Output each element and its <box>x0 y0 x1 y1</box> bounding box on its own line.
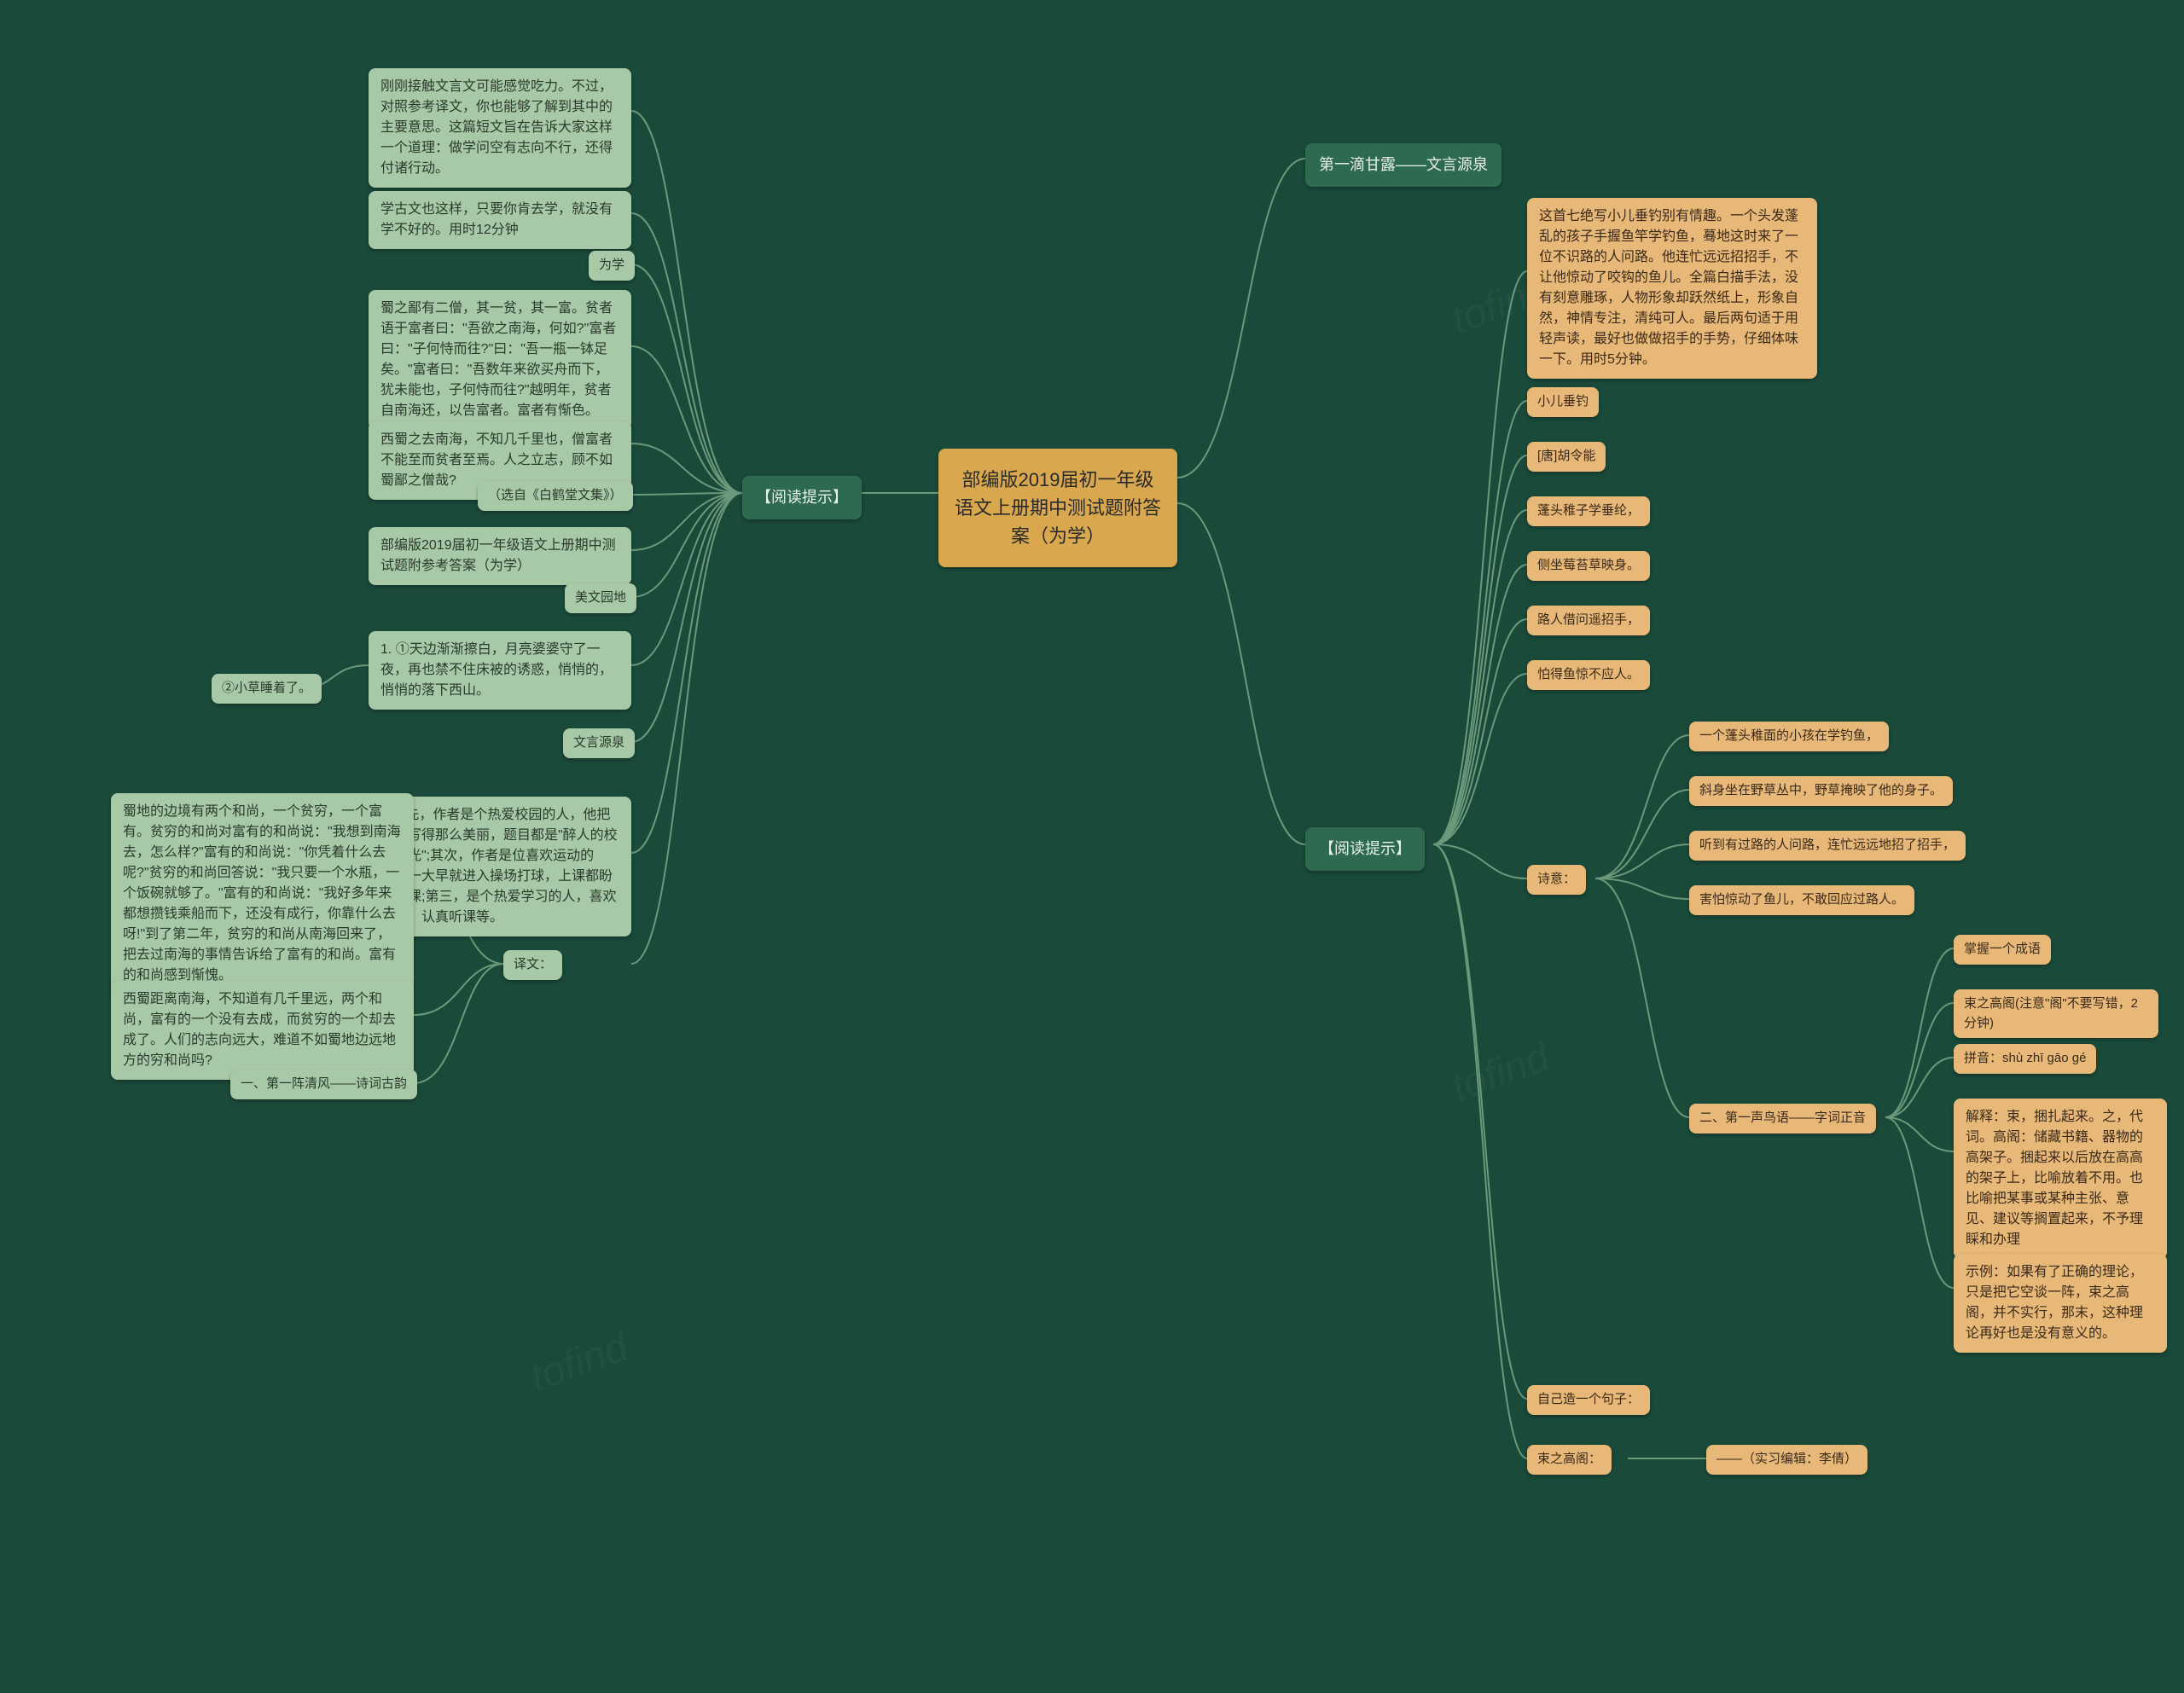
left-n8-text: 美文园地 <box>575 590 626 605</box>
left-yw[interactable]: 译文： <box>503 950 562 980</box>
right-z7[interactable]: 束之高阁： <box>1527 1445 1612 1475</box>
left-n6[interactable]: （选自《白鹤堂文集》） <box>478 481 633 511</box>
right-s3-text: 听到有过路的人问路，连忙远远地招了招手， <box>1699 838 1955 852</box>
left-n9-text: 1. ①天边渐渐擦白，月亮婆婆守了一夜，再也禁不住床被的诱惑，悄悄的，悄悄的落下… <box>380 642 613 698</box>
right-branch-text: 【阅读提示】 <box>1319 840 1411 857</box>
watermark: tofind <box>524 1324 634 1402</box>
right-z3-text: 拼音：shù zhī gāo gé <box>1964 1051 2086 1065</box>
left-yw2[interactable]: 西蜀距离南海，不知道有几千里远，两个和尚，富有的一个没有去成，而贫穷的一个却去成… <box>111 981 414 1080</box>
right-z3[interactable]: 拼音：shù zhī gāo gé <box>1954 1044 2096 1074</box>
right-z1-text: 掌握一个成语 <box>1964 942 2041 956</box>
right-s1-text: 一个蓬头稚面的小孩在学钓鱼， <box>1699 728 1879 743</box>
right-s4[interactable]: 害怕惊动了鱼儿，不敢回应过路人。 <box>1689 885 1914 915</box>
left-yw1[interactable]: 蜀地的边境有两个和尚，一个贫穷，一个富有。贫穷的和尚对富有的和尚说："我想到南海… <box>111 793 414 994</box>
right-z5-text: 示例：如果有了正确的理论，只是把它空谈一阵，束之高阁，并不实行，那末，这种理论再… <box>1966 1265 2143 1341</box>
right-r5[interactable]: 侧坐莓苔草映身。 <box>1527 551 1650 581</box>
right-ziyin[interactable]: 二、第一声鸟语——字词正音 <box>1689 1104 1876 1133</box>
left-n7[interactable]: 部编版2019届初一年级语文上册期中测试题附参考答案（为学） <box>369 527 631 585</box>
left-yw3-text: 一、第一阵清风——诗词古韵 <box>241 1076 407 1091</box>
left-n8[interactable]: 美文园地 <box>565 583 636 613</box>
right-z1[interactable]: 掌握一个成语 <box>1954 935 2051 965</box>
right-r7-text: 怕得鱼惊不应人。 <box>1537 667 1640 681</box>
left-n1[interactable]: 刚刚接触文言文可能感觉吃力。不过，对照参考译文，你也能够了解到其中的主要意思。这… <box>369 68 631 188</box>
right-z4-text: 解释：束，捆扎起来。之，代词。高阁：储藏书籍、器物的高架子。捆起来以后放在高高的… <box>1966 1110 2143 1247</box>
right-r6[interactable]: 路人借问遥招手， <box>1527 606 1650 635</box>
right-s3[interactable]: 听到有过路的人问路，连忙远远地招了招手， <box>1689 831 1966 861</box>
right-z2[interactable]: 束之高阁(注意"阁"不要写错，2分钟) <box>1954 989 2158 1038</box>
left-branch-label: 【阅读提示】 <box>756 489 848 506</box>
left-yw-text: 译文： <box>514 957 552 971</box>
left-n2[interactable]: 学古文也这样，只要你肯去学，就没有学不好的。用时12分钟 <box>369 191 631 249</box>
right-z5[interactable]: 示例：如果有了正确的理论，只是把它空谈一阵，束之高阁，并不实行，那末，这种理论再… <box>1954 1254 2167 1353</box>
left-n9[interactable]: 1. ①天边渐渐擦白，月亮婆婆守了一夜，再也禁不住床被的诱惑，悄悄的，悄悄的落下… <box>369 631 631 710</box>
right-r2-text: 小儿垂钓 <box>1537 394 1589 409</box>
right-r3[interactable]: [唐]胡令能 <box>1527 442 1606 472</box>
left-yw2-text: 西蜀距离南海，不知道有几千里远，两个和尚，富有的一个没有去成，而贫穷的一个却去成… <box>123 992 396 1068</box>
right-s1[interactable]: 一个蓬头稚面的小孩在学钓鱼， <box>1689 722 1889 751</box>
right-ziyin-text: 二、第一声鸟语——字词正音 <box>1699 1110 1866 1125</box>
left-yw3[interactable]: 一、第一阵清风——诗词古韵 <box>230 1070 417 1099</box>
right-r5-text: 侧坐莓苔草映身。 <box>1537 558 1640 572</box>
right-z6[interactable]: 自己造一个句子： <box>1527 1385 1650 1415</box>
root-node[interactable]: 部编版2019届初一年级语文上册期中测试题附答案（为学） <box>938 449 1177 567</box>
right-z8-text: ——（实习编辑：李倩） <box>1716 1452 1857 1466</box>
left-n3-text: 为学 <box>599 258 624 272</box>
left-n2-text: 学古文也这样，只要你肯去学，就没有学不好的。用时12分钟 <box>380 202 613 237</box>
left-yw1-text: 蜀地的边境有两个和尚，一个贫穷，一个富有。贫穷的和尚对富有的和尚说："我想到南海… <box>123 804 401 983</box>
left-n1-text: 刚刚接触文言文可能感觉吃力。不过，对照参考译文，你也能够了解到其中的主要意思。这… <box>380 79 613 176</box>
left-n4-text: 蜀之鄙有二僧，其一贫，其一富。贫者语于富者曰："吾欲之南海，何如?"富者曰："子… <box>380 301 616 418</box>
right-r7[interactable]: 怕得鱼惊不应人。 <box>1527 660 1650 690</box>
left-n10[interactable]: 文言源泉 <box>563 728 635 758</box>
left-n9b[interactable]: ②小草睡着了。 <box>212 674 322 704</box>
right-shiyi[interactable]: 诗意： <box>1527 865 1586 895</box>
left-n7-text: 部编版2019届初一年级语文上册期中测试题附参考答案（为学） <box>380 538 616 573</box>
left-n10-text: 文言源泉 <box>573 735 624 750</box>
right-z6-text: 自己造一个句子： <box>1537 1392 1640 1406</box>
right-r1[interactable]: 这首七绝写小儿垂钓别有情趣。一个头发蓬乱的孩子手握鱼竿学钓鱼，蓦地这时来了一位不… <box>1527 198 1817 379</box>
left-n9b-text: ②小草睡着了。 <box>222 681 311 695</box>
right-z2-text: 束之高阁(注意"阁"不要写错，2分钟) <box>1964 996 2138 1030</box>
left-n3[interactable]: 为学 <box>589 251 635 281</box>
right-top[interactable]: 第一滴甘露——文言源泉 <box>1305 143 1502 187</box>
right-s2[interactable]: 斜身坐在野草丛中，野草掩映了他的身子。 <box>1689 776 1953 806</box>
watermark: tofind <box>1445 1034 1555 1112</box>
left-n11-text: 2.首先，作者是个热爱校园的人，他把学校写得那么美丽，题目都是"醉人的校园风光"… <box>380 808 618 925</box>
left-n6-text: （选自《白鹤堂文集》） <box>488 488 623 502</box>
right-z4[interactable]: 解释：束，捆扎起来。之，代词。高阁：储藏书籍、器物的高架子。捆起来以后放在高高的… <box>1954 1099 2167 1259</box>
right-z8[interactable]: ——（实习编辑：李倩） <box>1706 1445 1867 1475</box>
left-n4[interactable]: 蜀之鄙有二僧，其一贫，其一富。贫者语于富者曰："吾欲之南海，何如?"富者曰："子… <box>369 290 631 430</box>
right-r4[interactable]: 蓬头稚子学垂纶， <box>1527 496 1650 526</box>
right-r4-text: 蓬头稚子学垂纶， <box>1537 503 1640 518</box>
right-shiyi-text: 诗意： <box>1537 872 1576 886</box>
right-z7-text: 束之高阁： <box>1537 1452 1601 1466</box>
right-s4-text: 害怕惊动了鱼儿，不敢回应过路人。 <box>1699 892 1904 907</box>
left-n5-text: 西蜀之去南海，不知几千里也，僧富者不能至而贫者至焉。人之立志，顾不如蜀鄙之僧哉? <box>380 432 613 488</box>
right-r1-text: 这首七绝写小儿垂钓别有情趣。一个头发蓬乱的孩子手握鱼竿学钓鱼，蓦地这时来了一位不… <box>1539 209 1798 367</box>
right-s2-text: 斜身坐在野草丛中，野草掩映了他的身子。 <box>1699 783 1943 797</box>
right-r6-text: 路人借问遥招手， <box>1537 612 1640 627</box>
right-top-text: 第一滴甘露——文言源泉 <box>1319 156 1488 173</box>
right-branch[interactable]: 【阅读提示】 <box>1305 827 1425 871</box>
right-r2[interactable]: 小儿垂钓 <box>1527 387 1599 417</box>
root-title: 部编版2019届初一年级语文上册期中测试题附答案（为学） <box>955 469 1161 547</box>
right-r3-text: [唐]胡令能 <box>1537 449 1595 463</box>
left-branch[interactable]: 【阅读提示】 <box>742 476 862 519</box>
